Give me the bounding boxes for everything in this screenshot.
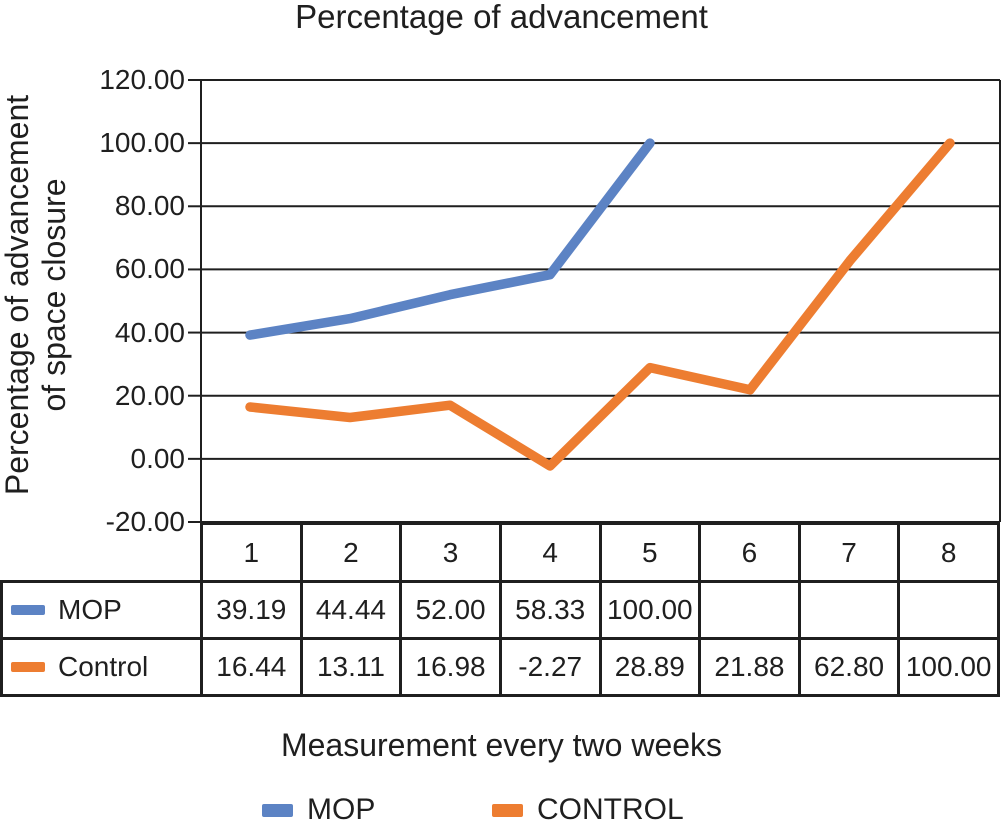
column-header-4: 4 bbox=[498, 522, 602, 583]
mop-value-1: 39.19 bbox=[200, 580, 303, 640]
control-value-8: 100.00 bbox=[897, 637, 1000, 697]
column-header-5: 5 bbox=[598, 522, 702, 583]
column-header-2: 2 bbox=[299, 522, 403, 583]
legend-item-mop: MOP bbox=[262, 793, 376, 826]
x-axis-label: Measurement every two weeks bbox=[280, 727, 723, 763]
control-row-key: Control bbox=[0, 637, 203, 697]
table-row-mop: MOP 39.19 44.44 52.00 58.33 100.00 bbox=[0, 580, 1000, 640]
y-tick-label: -20.00 bbox=[105, 506, 185, 537]
control-value-5: 28.89 bbox=[598, 637, 702, 697]
control-value-2: 13.11 bbox=[299, 637, 403, 697]
mop-value-5: 100.00 bbox=[598, 580, 702, 640]
control-value-4: -2.27 bbox=[498, 637, 602, 697]
table-row-control: Control 16.44 13.11 16.98 -2.27 28.89 21… bbox=[0, 637, 1000, 697]
control-series-line bbox=[245, 138, 955, 471]
y-tick-label: 120.00 bbox=[99, 64, 185, 95]
y-tick-label: 60.00 bbox=[114, 253, 185, 285]
legend-label-mop: MOP bbox=[307, 793, 376, 826]
control-value-3: 16.98 bbox=[399, 637, 502, 697]
control-key-swatch-icon bbox=[11, 662, 45, 672]
column-header-7: 7 bbox=[797, 522, 901, 583]
y-tick-label: 20.00 bbox=[114, 379, 185, 411]
mop-value-8 bbox=[897, 580, 1000, 640]
mop-row-key: MOP bbox=[0, 580, 203, 640]
mop-value-2: 44.44 bbox=[299, 580, 403, 640]
column-header-6: 6 bbox=[698, 522, 801, 583]
mop-value-7 bbox=[797, 580, 901, 640]
legend-item-control: CONTROL bbox=[492, 793, 684, 826]
control-value-1: 16.44 bbox=[200, 637, 303, 697]
table-corner-blank bbox=[2, 524, 202, 582]
y-tick-label: 0.00 bbox=[130, 442, 186, 474]
control-value-6: 21.88 bbox=[698, 637, 801, 697]
y-tick-label: 40.00 bbox=[114, 316, 185, 348]
mop-row-label: MOP bbox=[58, 594, 122, 625]
mop-value-4: 58.33 bbox=[498, 580, 602, 640]
table-header-row: 1 2 3 4 5 6 7 8 bbox=[2, 522, 1000, 583]
mop-value-3: 52.00 bbox=[399, 580, 502, 640]
control-legend-swatch-icon bbox=[492, 803, 523, 817]
mop-value-6 bbox=[698, 580, 801, 640]
y-tick-label: 80.00 bbox=[114, 190, 185, 222]
y-tick-label: 100.00 bbox=[99, 127, 185, 159]
mop-legend-swatch-icon bbox=[262, 803, 293, 817]
column-header-3: 3 bbox=[399, 522, 502, 583]
data-table: 1 2 3 4 5 6 7 8 MOP 39.19 44.44 52.00 58… bbox=[0, 522, 1000, 697]
control-value-7: 62.80 bbox=[797, 637, 901, 697]
control-row-label: Control bbox=[58, 651, 149, 682]
mop-series-line bbox=[245, 138, 655, 340]
column-header-8: 8 bbox=[897, 522, 1000, 583]
column-header-1: 1 bbox=[200, 522, 303, 583]
legend-label-control: CONTROL bbox=[537, 793, 684, 826]
chart-title: Percentage of advancement bbox=[295, 0, 708, 35]
mop-key-swatch-icon bbox=[11, 605, 45, 615]
